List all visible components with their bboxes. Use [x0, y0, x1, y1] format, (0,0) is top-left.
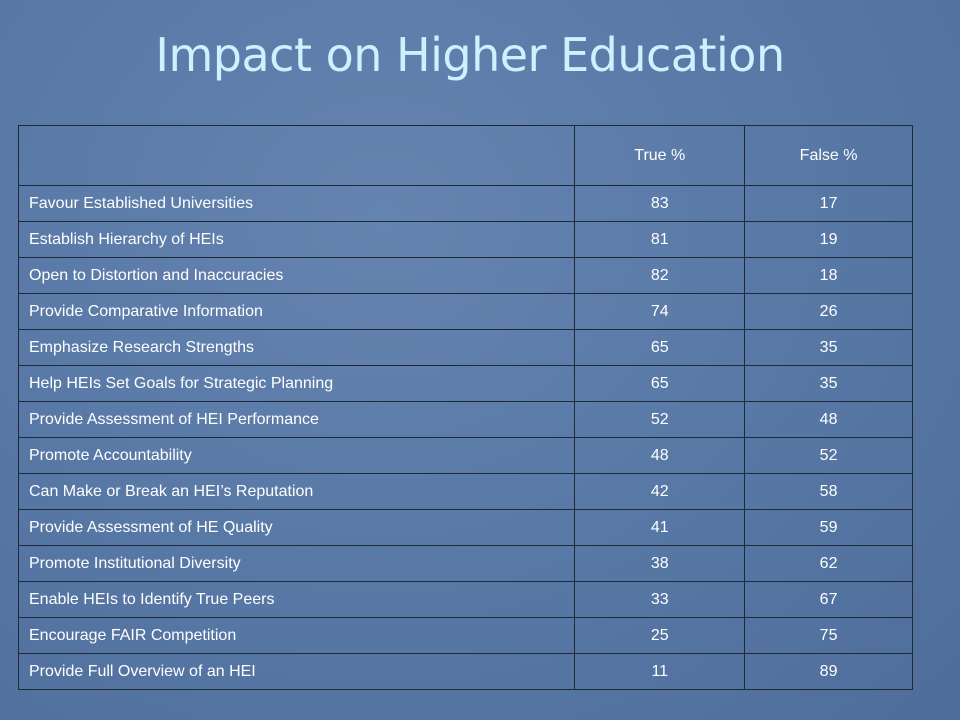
- value-cell: 65: [574, 365, 746, 402]
- value-cell: 48: [574, 437, 746, 474]
- row-label: Favour Established Universities: [17, 185, 576, 222]
- value-cell: 67: [744, 581, 913, 618]
- table-row: Promote Accountability 48 52: [17, 437, 913, 474]
- header-cell: True %: [574, 125, 746, 186]
- row-label: Provide Assessment of HEI Performance: [17, 401, 576, 438]
- value-cell: 25: [574, 617, 746, 654]
- value-cell: 35: [744, 329, 913, 366]
- row-label: Provide Full Overview of an HEI: [17, 653, 576, 690]
- table-head: True % False %: [17, 125, 913, 186]
- row-label: Enable HEIs to Identify True Peers: [17, 581, 576, 618]
- value-cell: 81: [574, 221, 746, 258]
- table-row: Open to Distortion and Inaccuracies 82 18: [17, 257, 913, 294]
- table-row: Help HEIs Set Goals for Strategic Planni…: [17, 365, 913, 402]
- value-cell: 59: [744, 509, 913, 546]
- value-cell: 65: [574, 329, 746, 366]
- value-cell: 18: [744, 257, 913, 294]
- table-row: Encourage FAIR Competition 25 75: [17, 617, 913, 654]
- value-cell: 19: [744, 221, 913, 258]
- row-label: Establish Hierarchy of HEIs: [17, 221, 576, 258]
- table-row: Enable HEIs to Identify True Peers 33 67: [17, 581, 913, 618]
- row-label: Help HEIs Set Goals for Strategic Planni…: [17, 365, 576, 402]
- row-label: Emphasize Research Strengths: [17, 329, 576, 366]
- table-row: Provide Full Overview of an HEI 11 89: [17, 653, 913, 690]
- table-row: Favour Established Universities 83 17: [17, 185, 913, 222]
- value-cell: 58: [744, 473, 913, 510]
- value-cell: 74: [574, 293, 746, 330]
- value-cell: 41: [574, 509, 746, 546]
- table-row: Provide Assessment of HEI Performance 52 4…: [17, 401, 913, 438]
- value-cell: 42: [574, 473, 746, 510]
- table-row: Emphasize Research Strengths 65 35: [17, 329, 913, 366]
- row-label: Open to Distortion and Inaccuracies: [17, 257, 576, 294]
- row-label: Provide Comparative Information: [17, 293, 576, 330]
- row-label: Promote Accountability: [17, 437, 576, 474]
- value-cell: 89: [744, 653, 913, 690]
- value-cell: 38: [574, 545, 746, 582]
- corner-cell: [17, 125, 576, 186]
- table-row: Provide Assessment of HE Quality 41 59: [17, 509, 913, 546]
- value-cell: 82: [574, 257, 746, 294]
- row-label: Can Make or Break an HEI’s Reputation: [17, 473, 576, 510]
- table-row: Can Make or Break an HEI’s Reputation 42 5…: [17, 473, 913, 510]
- data-table: True % False % Favour Established Univer…: [17, 125, 913, 690]
- table-row: Establish Hierarchy of HEIs 81 19: [17, 221, 913, 258]
- slide-title: Impact on Higher Education: [155, 28, 785, 82]
- value-cell: 75: [744, 617, 913, 654]
- row-label: Promote Institutional Diversity: [17, 545, 576, 582]
- value-cell: 83: [574, 185, 746, 222]
- table-row: Provide Comparative Information 74 26: [17, 293, 913, 330]
- value-cell: 33: [574, 581, 746, 618]
- value-cell: 52: [574, 401, 746, 438]
- value-cell: 48: [744, 401, 913, 438]
- value-cell: 11: [574, 653, 746, 690]
- value-cell: 52: [744, 437, 913, 474]
- value-cell: 62: [744, 545, 913, 582]
- table-body: Favour Established Universities 83 17 Estab…: [17, 185, 913, 690]
- row-label: Encourage FAIR Competition: [17, 617, 576, 654]
- header-row: True % False %: [17, 125, 913, 186]
- header-cell: False %: [744, 125, 913, 186]
- value-cell: 17: [744, 185, 913, 222]
- row-label: Provide Assessment of HE Quality: [17, 509, 576, 546]
- table-row: Promote Institutional Diversity 38 62: [17, 545, 913, 582]
- value-cell: 35: [744, 365, 913, 402]
- value-cell: 26: [744, 293, 913, 330]
